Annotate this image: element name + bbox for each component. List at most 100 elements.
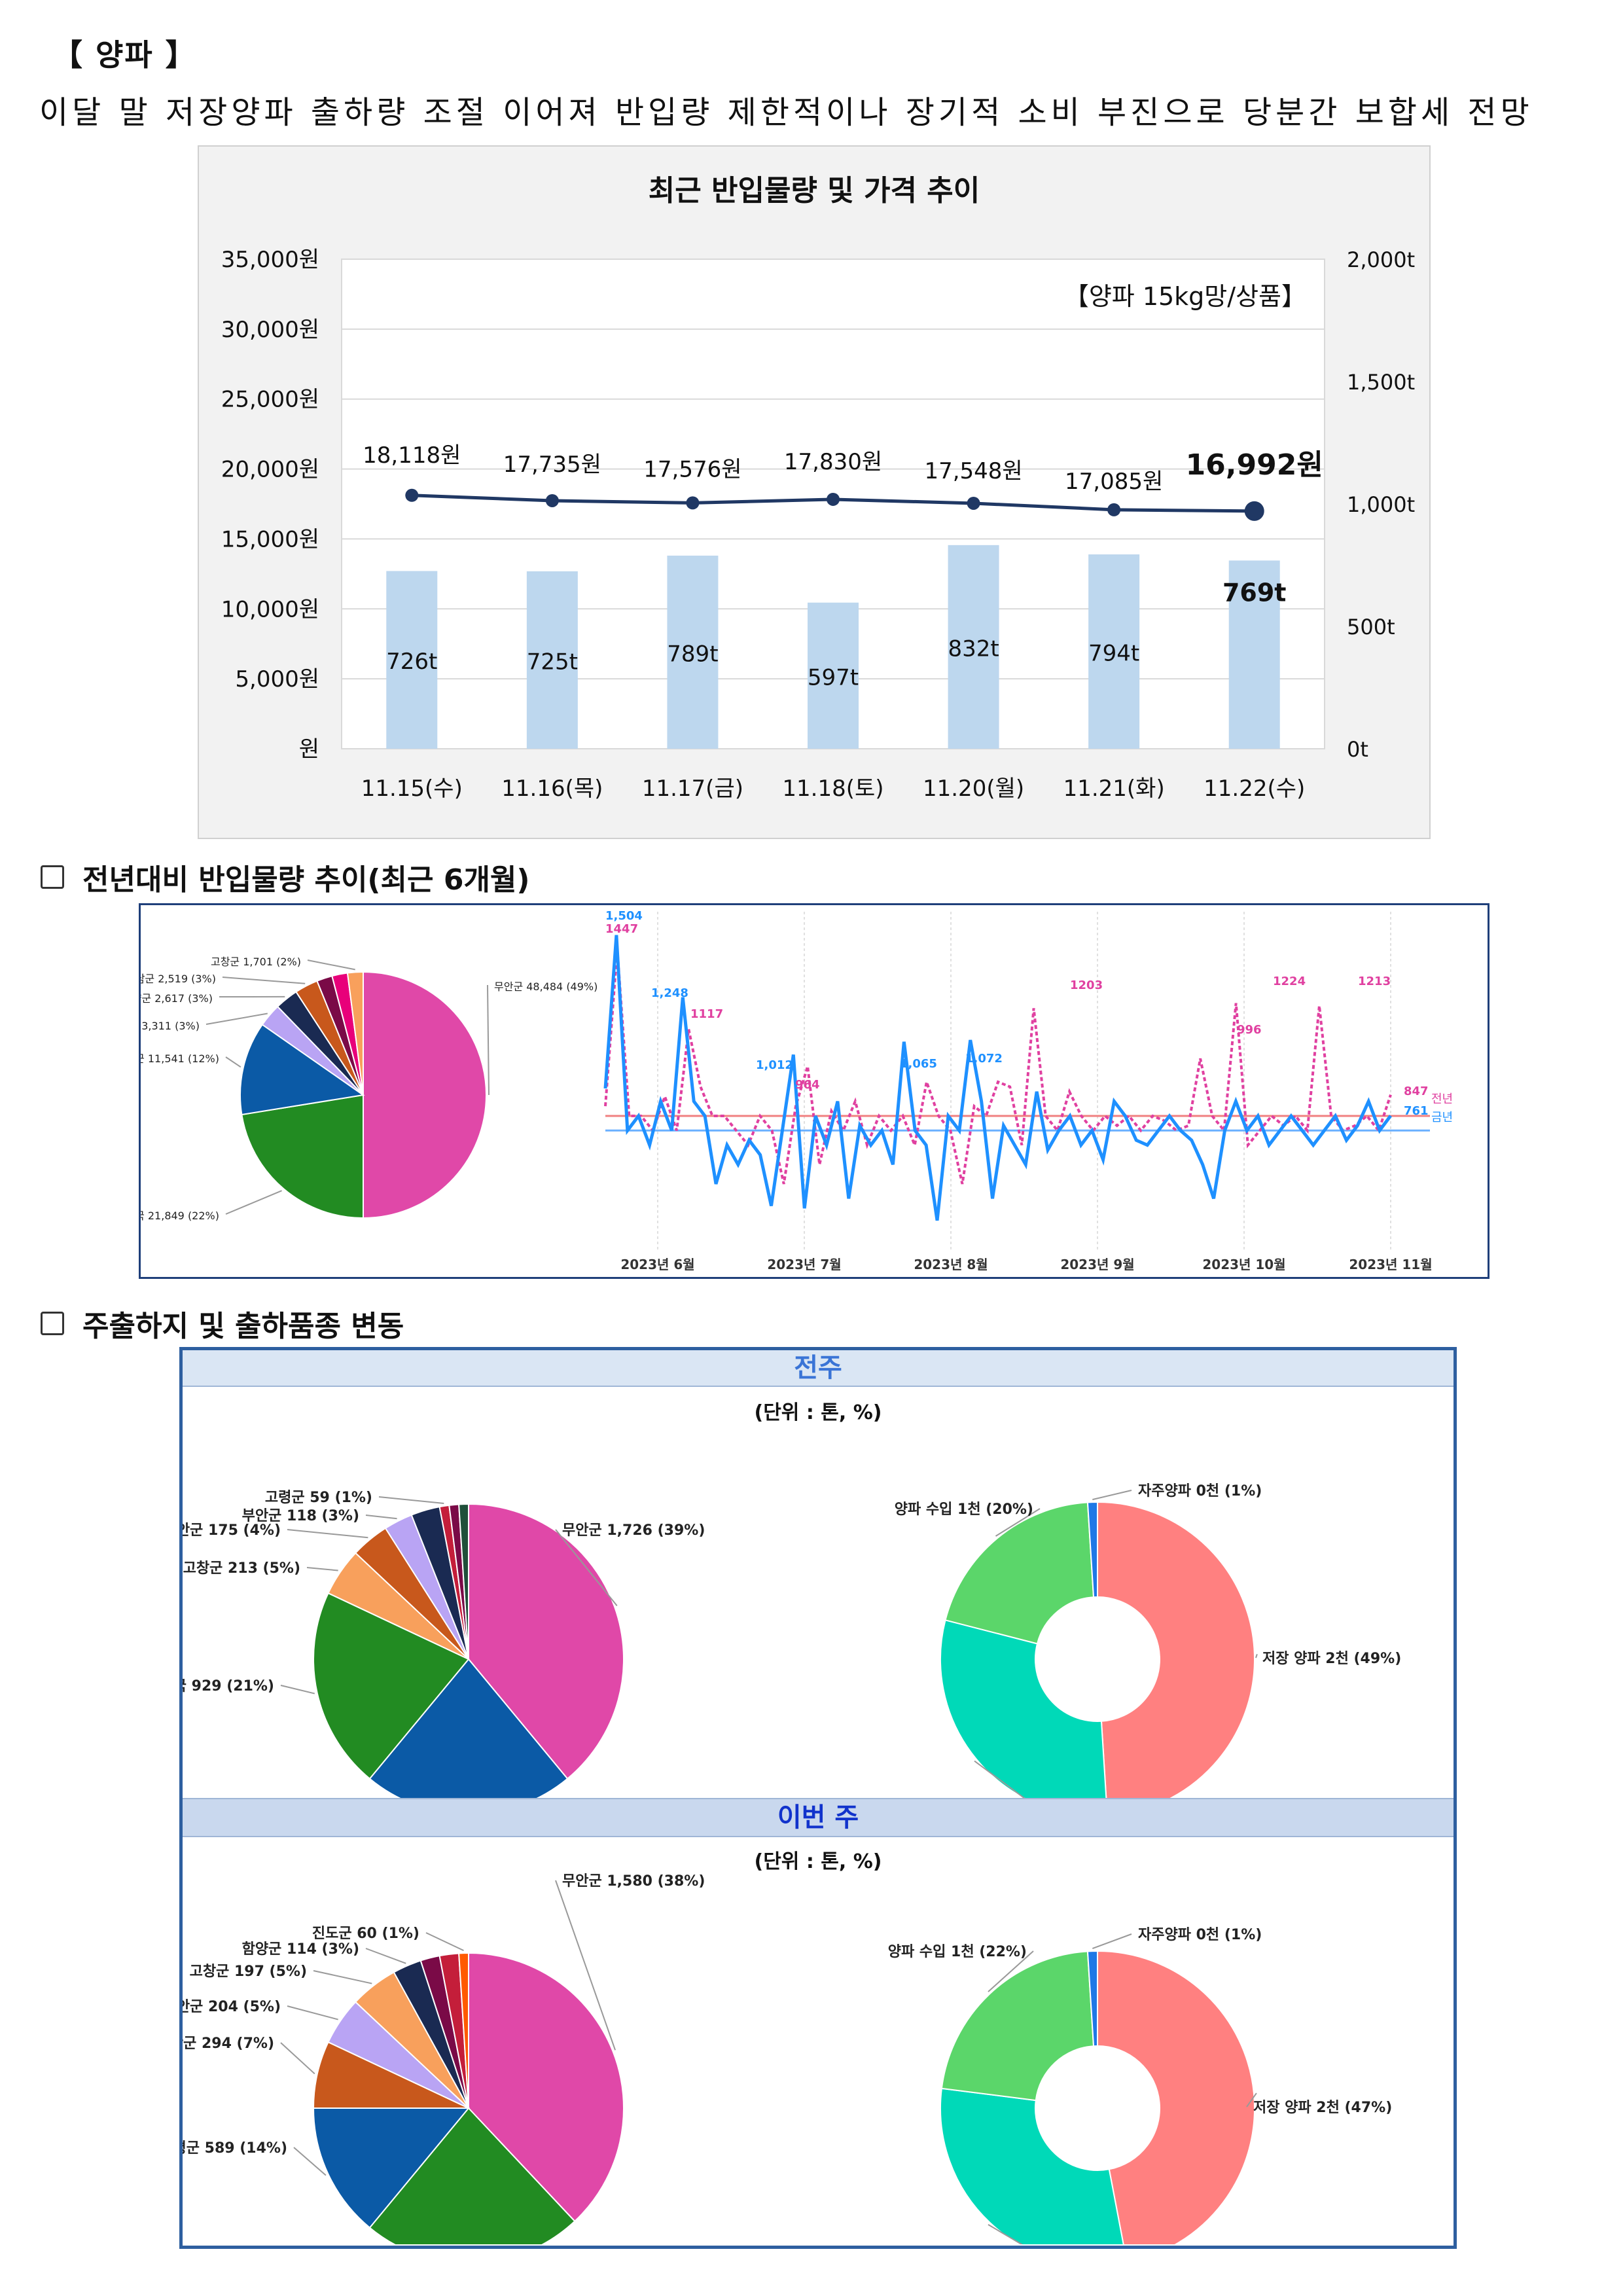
point-label: 1,065 xyxy=(900,1057,937,1071)
point-label: 996 xyxy=(1237,1023,1262,1037)
leader-line xyxy=(287,1529,368,1539)
price-point xyxy=(686,496,700,510)
point-label: 964 xyxy=(795,1078,820,1092)
price-label: 17,735원 xyxy=(503,452,601,478)
leader-line xyxy=(988,1950,1034,1992)
volume-label: 597t xyxy=(808,664,859,691)
pie-label: 진도군 60 (1%) xyxy=(312,1926,419,1942)
pie-label: 신안군 175 (4%) xyxy=(183,1522,281,1539)
y-right-tick-label: 0t xyxy=(1347,737,1368,762)
x-tick-label: 2023년 7월 xyxy=(767,1257,841,1272)
price-label: 17,548원 xyxy=(924,458,1022,484)
point-label: 1,012 xyxy=(756,1058,793,1072)
volume-bar xyxy=(386,571,438,749)
pie-label: 부안군 118 (3%) xyxy=(242,1508,359,1524)
x-tick-label: 2023년 11월 xyxy=(1349,1257,1432,1272)
checkbox-icon xyxy=(41,1312,64,1335)
pie-label: 저장 양파 2천 (47%) xyxy=(1253,2100,1392,2116)
leader-line xyxy=(425,1932,464,1952)
prev-week-band: 전주 xyxy=(183,1350,1454,1387)
y-right-tick-label: 1,500t xyxy=(1347,370,1415,395)
pie-slice xyxy=(468,1503,624,1780)
volume-bar xyxy=(808,602,859,749)
price-volume-chart: 최근 반입물량 및 가격 추이원 5,000원 10,000원 15,000원 20,0… xyxy=(221,174,1415,802)
y-left-tick-label: 10,000원 xyxy=(221,596,319,622)
point-label: 1,248 xyxy=(651,986,688,1000)
price-label: 17,085원 xyxy=(1065,469,1163,495)
leader-line xyxy=(293,2147,327,2176)
prev-week-label: 전주 xyxy=(794,1353,842,1383)
leader-line xyxy=(365,1515,397,1520)
pie-slice xyxy=(241,1094,364,1219)
leader-line xyxy=(555,1529,618,1606)
pie-slice xyxy=(312,2108,471,2229)
leader-line xyxy=(287,2005,338,2020)
pie-label: 무안군 1,580 (38%) xyxy=(562,1873,705,1890)
price-volume-chart-box: 최근 반입물량 및 가격 추이 원 5,000원 10,000원 15,000원 20,0… xyxy=(198,145,1431,839)
prev-week-unit: (단위 : 톤, %) xyxy=(754,1401,882,1424)
leader-line xyxy=(995,1508,1041,1537)
leader-line xyxy=(1092,1933,1132,1950)
pie-label: 신안군 294 (7%) xyxy=(183,2036,274,2052)
price-label: 18,118원 xyxy=(363,442,461,469)
checkbox-icon xyxy=(41,865,64,889)
origin-section-title: 주출하지 및 출하품종 변동 xyxy=(82,1310,404,1343)
y-left-tick-label: 35,000원 xyxy=(221,247,319,273)
volume-label: 832t xyxy=(948,636,999,662)
price-point xyxy=(967,496,980,510)
leader-line xyxy=(307,960,355,971)
pie-label: 자주양파 0천 (1%) xyxy=(1138,1927,1262,1943)
pie-slice xyxy=(312,2041,469,2109)
y-left-tick-label: 원 xyxy=(299,736,319,762)
pie-slice xyxy=(458,1503,469,1660)
chart-title: 최근 반입물량 및 가격 추이 xyxy=(649,174,980,207)
series-line xyxy=(603,935,1393,1221)
y-left-tick-label: 25,000원 xyxy=(221,387,319,413)
price-point xyxy=(405,488,419,502)
point-label: 761 xyxy=(1404,1104,1429,1118)
leader-line xyxy=(1255,1654,1258,1659)
this-week-unit: (단위 : 톤, %) xyxy=(754,1850,882,1873)
trend-panel: 무안군 48,484 (49%) 중국 21,849 (22%) 함평군 11,54… xyxy=(139,903,1489,1279)
leader-line xyxy=(306,1567,338,1571)
pie-label: 양파 수입 1천 (22%) xyxy=(888,1944,1027,1960)
price-label: 17,830원 xyxy=(784,449,882,475)
pie-label: 중국 21,849 (22%) xyxy=(141,1210,219,1222)
origin-pie-6months: 무안군 48,484 (49%) 중국 21,849 (22%) 함평군 11,54… xyxy=(141,956,597,1222)
point-label: 1213 xyxy=(1358,975,1391,988)
y-left-tick-label: 20,000원 xyxy=(221,457,319,483)
prev-week-variety-donut: 저장 양파 2천 (49%)양파 만생 1천 (30%)양파 수입 1천 (20… xyxy=(895,1483,1401,1808)
point-label: 1203 xyxy=(1070,978,1103,992)
pie-slice xyxy=(1086,1501,1098,1598)
this-week-variety-donut: 저장 양파 2천 (47%)양파 만생 1천 (30%)양파 수입 1천 (22… xyxy=(888,1927,1392,2244)
leader-line xyxy=(487,984,490,1096)
y-left-tick-label: 15,000원 xyxy=(221,526,319,552)
point-label: 1117 xyxy=(690,1007,723,1021)
pie-slice xyxy=(944,1501,1095,1645)
point-label: 1,504 xyxy=(605,909,643,923)
price-label: 16,992원 xyxy=(1186,448,1323,482)
leader-line xyxy=(225,1056,241,1068)
this-week-label: 이번 주 xyxy=(777,1803,859,1833)
pie-slice xyxy=(940,1950,1095,2102)
volume-label: 794t xyxy=(1088,641,1139,667)
y-right-tick-label: 1,000t xyxy=(1347,492,1415,517)
pie-label: 자주양파 0천 (1%) xyxy=(1138,1483,1262,1499)
pie-label: 고창군 197 (5%) xyxy=(190,1964,307,1980)
price-point xyxy=(1107,503,1121,516)
trend-section-header: 전년대비 반입물량 추이(최근 6개월) xyxy=(41,856,530,898)
volume-bar xyxy=(667,555,719,749)
legend-label: 전년 xyxy=(1431,1092,1453,1106)
price-label: 17,576원 xyxy=(643,456,741,482)
price-point xyxy=(1244,501,1264,521)
pie-label: 부안군 204 (5%) xyxy=(183,1999,281,2015)
pie-slice xyxy=(468,1952,624,2223)
trend-section-title: 전년대비 반입물량 추이(최근 6개월) xyxy=(82,863,530,897)
pie-slice xyxy=(1097,1501,1255,1808)
y-right-tick-label: 2,000t xyxy=(1347,247,1415,272)
pie-label: 저장 양파 2천 (49%) xyxy=(1262,1651,1401,1667)
pie-slice xyxy=(240,1024,365,1116)
pie-label: 함양군 2,617 (3%) xyxy=(141,992,213,1005)
x-tick-label: 11.18(토) xyxy=(782,776,883,802)
volume-label: 726t xyxy=(386,649,437,675)
